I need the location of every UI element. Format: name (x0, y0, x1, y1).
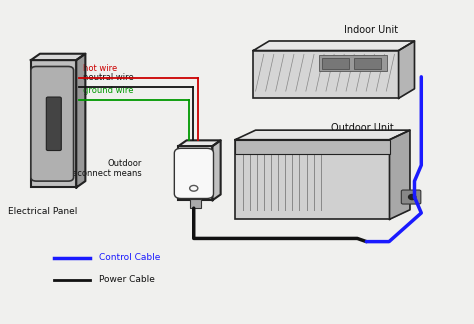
Bar (321, 58, 349, 69)
Text: ground wire: ground wire (83, 86, 134, 95)
Polygon shape (31, 54, 85, 60)
Text: Power Cable: Power Cable (99, 275, 155, 284)
Text: Control Cable: Control Cable (99, 253, 160, 262)
FancyBboxPatch shape (401, 190, 421, 204)
Polygon shape (76, 54, 85, 188)
Text: Indoor Unit: Indoor Unit (344, 25, 399, 35)
FancyBboxPatch shape (174, 148, 213, 199)
Polygon shape (390, 130, 410, 219)
Bar (354, 58, 381, 69)
Polygon shape (399, 41, 414, 98)
Bar (31, 60, 76, 188)
Polygon shape (212, 140, 220, 200)
Polygon shape (253, 41, 414, 51)
Text: neutral wire: neutral wire (83, 73, 134, 82)
Bar (178, 146, 212, 200)
Text: Outdoor Unit: Outdoor Unit (331, 123, 393, 133)
Bar (319, 55, 387, 71)
Polygon shape (178, 140, 220, 146)
Bar (253, 51, 399, 98)
FancyBboxPatch shape (31, 66, 73, 181)
Circle shape (409, 194, 416, 200)
Bar (191, 199, 201, 208)
Text: Outdoor
Disconnect means: Outdoor Disconnect means (64, 159, 142, 178)
Bar (235, 140, 390, 154)
FancyBboxPatch shape (46, 97, 61, 151)
Text: hot wire: hot wire (83, 64, 118, 73)
Polygon shape (235, 130, 410, 140)
Bar (235, 140, 390, 219)
Text: Electrical Panel: Electrical Panel (8, 207, 77, 215)
